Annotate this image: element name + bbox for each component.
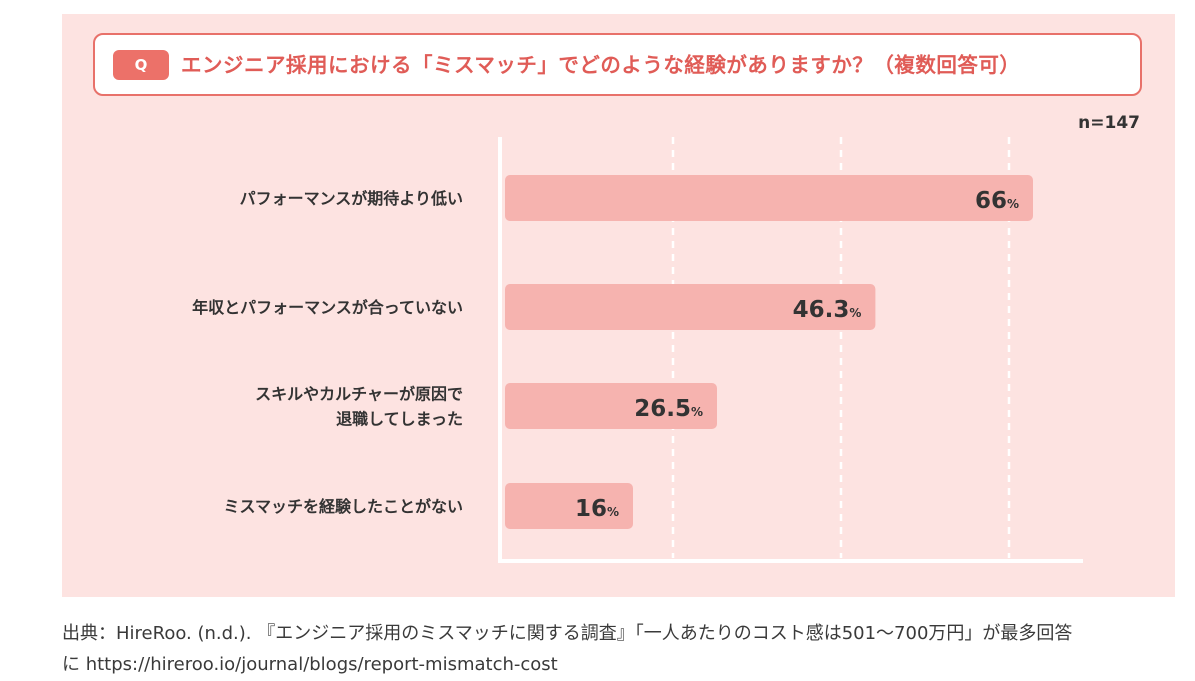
category-label-1: パフォーマンスが期待より低い: [240, 189, 463, 208]
bar-1: [505, 175, 1033, 221]
source-line-2[interactable]: に https://hireroo.io/journal/blogs/repor…: [62, 654, 558, 675]
value-label-2: 46.3%: [793, 297, 862, 323]
value-label-1: 66%: [975, 188, 1019, 214]
sample-size: n=147: [1078, 113, 1140, 133]
question-text: エンジニア採用における「ミスマッチ」でどのような経験がありますか？（複数回答可）: [181, 53, 1021, 77]
bar-3: [505, 383, 717, 429]
source-citation: 出典：HireRoo. (n.d.). 『エンジニア採用のミスマッチに関する調査…: [62, 618, 1182, 680]
question-box: Q エンジニア採用における「ミスマッチ」でどのような経験がありますか？（複数回答…: [93, 33, 1142, 96]
source-line-1: 出典：HireRoo. (n.d.). 『エンジニア採用のミスマッチに関する調査…: [62, 623, 1073, 644]
category-label-4: ミスマッチを経験したことがない: [223, 497, 463, 516]
bar-4: [505, 483, 633, 529]
value-label-3: 26.5%: [634, 396, 703, 422]
category-label-2: 年収とパフォーマンスが合っていない: [192, 298, 463, 317]
category-label-3: スキルやカルチャーが原因で退職してしまった: [255, 385, 463, 429]
question-badge: Q: [113, 50, 169, 80]
value-label-4: 16%: [575, 496, 619, 522]
bar-2: [505, 284, 876, 330]
